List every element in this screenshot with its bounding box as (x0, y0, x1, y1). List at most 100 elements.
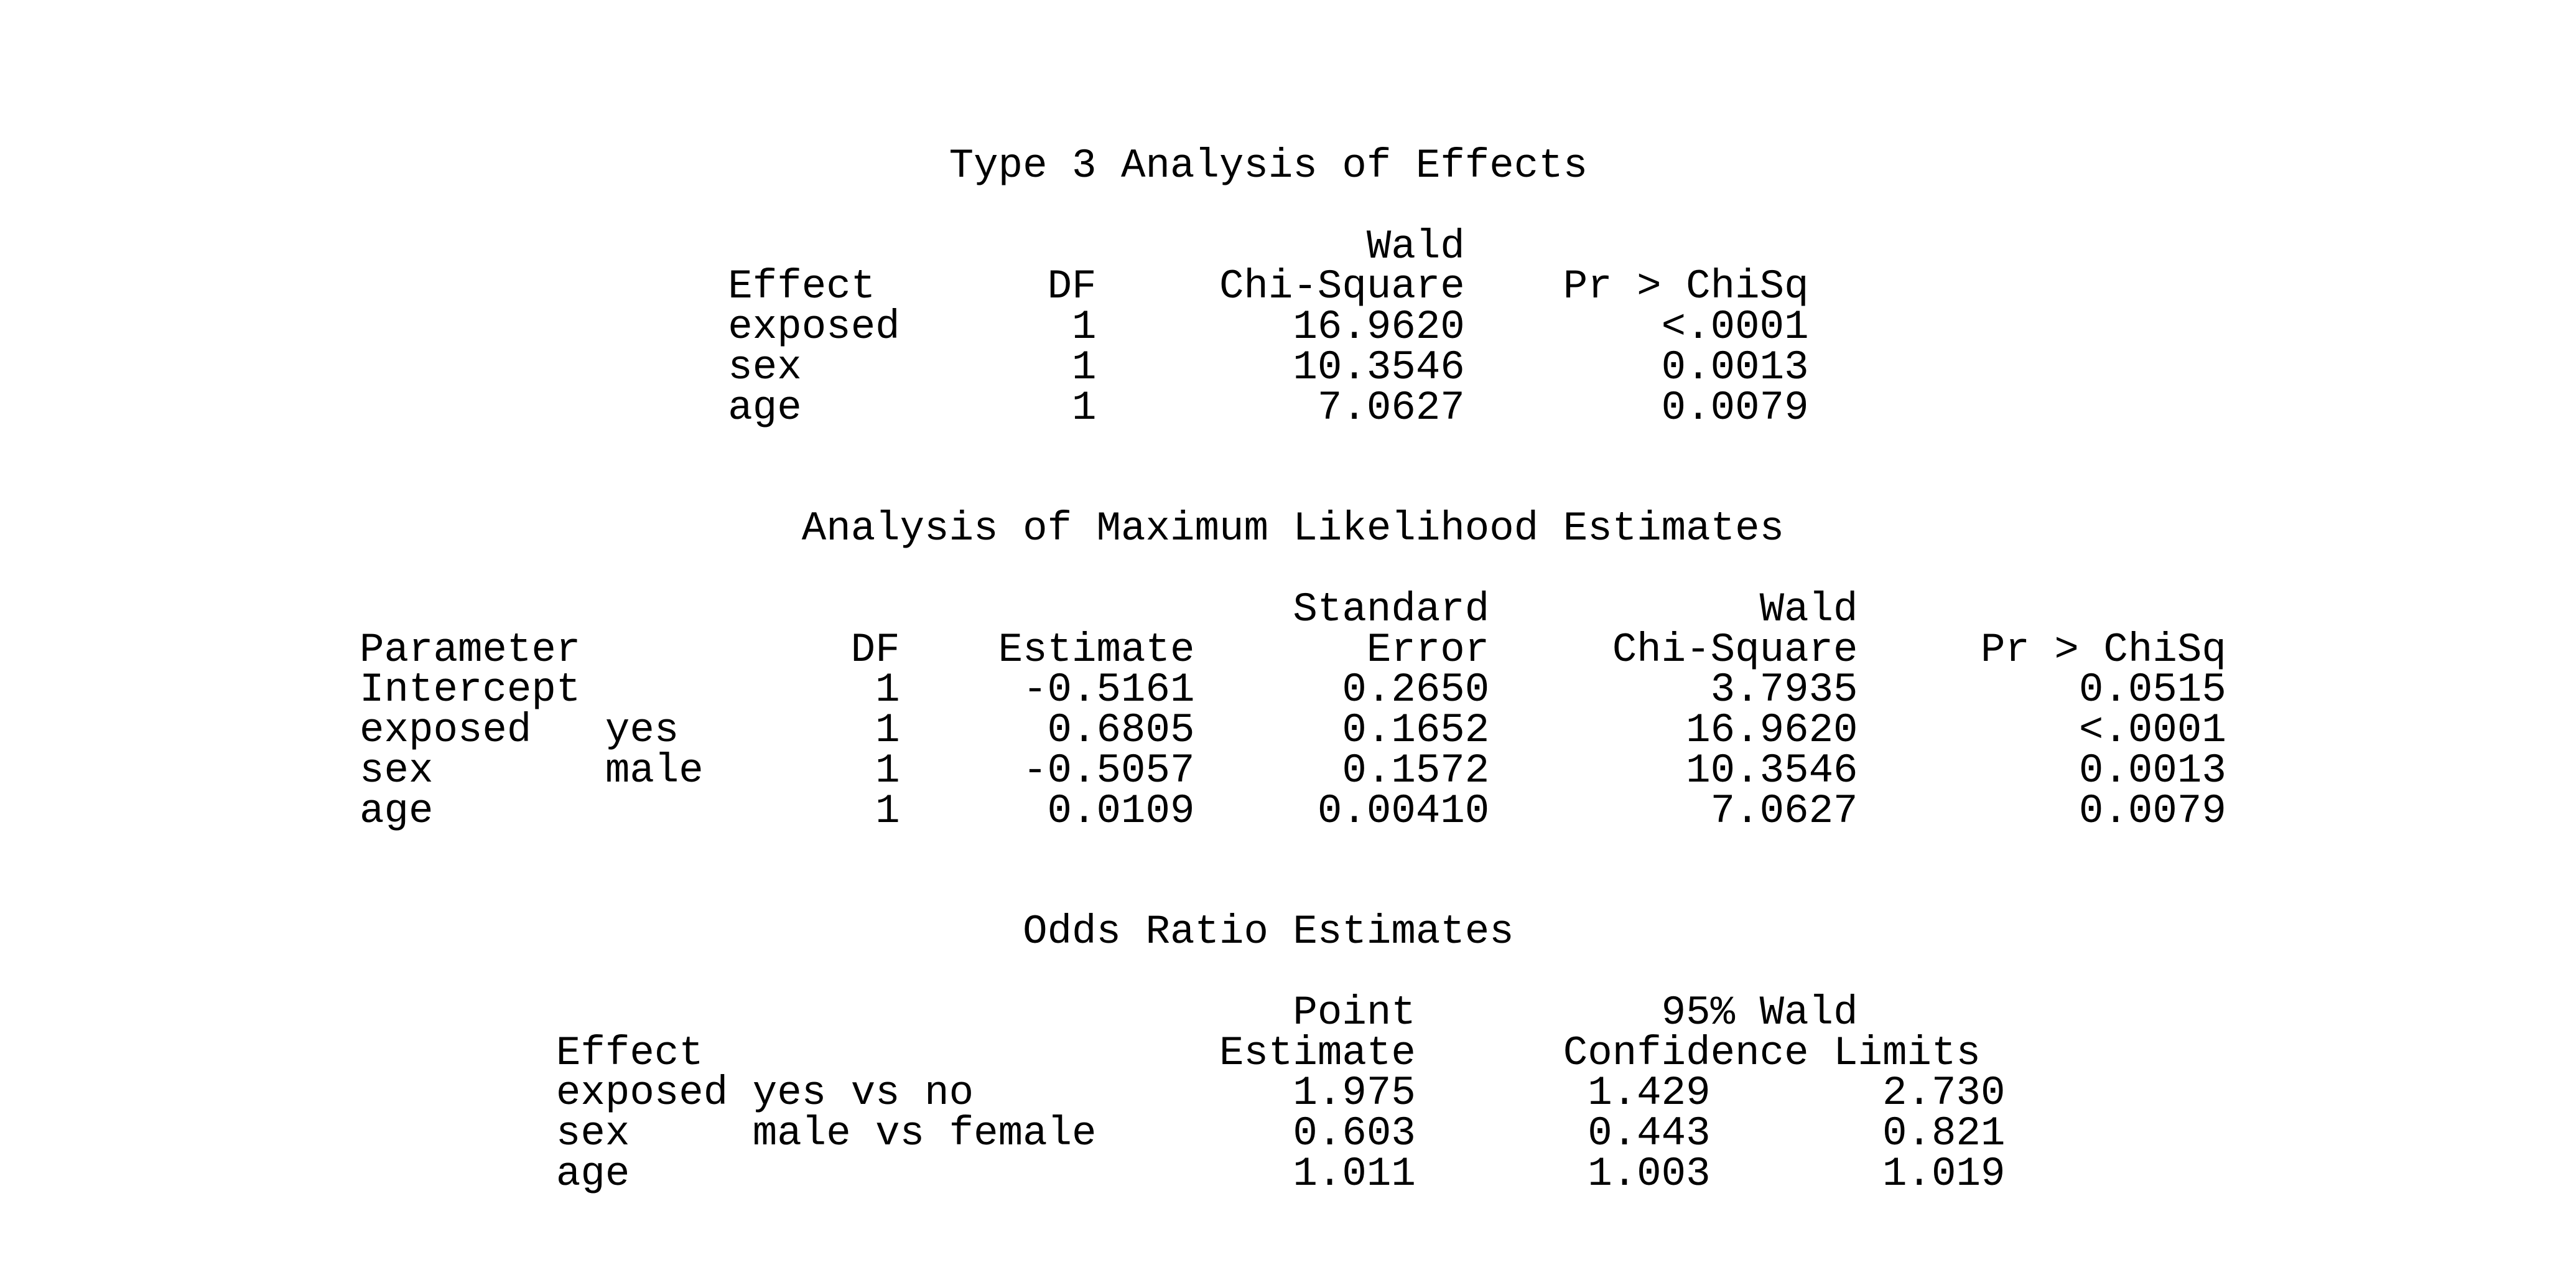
cell-df: 1 (875, 707, 900, 754)
cell-effect: exposed (728, 304, 900, 351)
odds-ratio-estimates-table: Point 95% Wald Effect Estimate Confidenc… (556, 989, 2006, 1195)
cell-ci-upper: 2.730 (1882, 1070, 2006, 1117)
cell-ci-lower: 1.003 (1588, 1150, 1711, 1197)
header-pr-chisq: Pr > ChiSq (1563, 263, 1809, 311)
cell-pr-chisq: 0.0515 (2078, 666, 2226, 714)
table-pre-header-row: Standard Wald (360, 586, 2226, 633)
cell-effect: age (728, 384, 802, 431)
cell-effect: sex (728, 343, 802, 391)
cell-effect: age (556, 1150, 630, 1197)
cell-pr-chisq: 0.0013 (2078, 747, 2226, 794)
table2-title: Analysis of Maximum Likelihood Estimates (801, 505, 1785, 553)
spacer-cell (556, 993, 1219, 1034)
cell-pr-chisq: <.0001 (1661, 304, 1809, 351)
table-row: age 1 0.0109 0.00410 7.0627 0.0079 (360, 787, 2226, 834)
cell-chi-square: 3.7935 (1710, 666, 1858, 714)
table1-title: Type 3 Analysis of Effects (949, 143, 1588, 189)
header-parameter: Parameter (360, 626, 581, 673)
cell-pr-chisq: <.0001 (2078, 707, 2226, 754)
cell-point-estimate: 0.603 (1293, 1110, 1416, 1157)
spacer-cell (360, 590, 1194, 630)
cell-parameter: age (360, 787, 434, 834)
cell-effect: exposed (556, 1070, 728, 1117)
cell-std-error: 0.00410 (1317, 787, 1490, 834)
cell-df: 1 (1072, 304, 1097, 351)
table-row: exposed yes 1 0.6805 0.1652 16.9620 <.00… (360, 707, 2226, 754)
cell-parameter: sex (360, 747, 434, 794)
cell-parameter: exposed (360, 707, 532, 754)
spacer-cell (1465, 227, 1809, 268)
header-wald-chi-square: Chi-Square (1219, 263, 1465, 311)
cell-df: 1 (1072, 343, 1097, 391)
cell-std-error: 0.1572 (1342, 747, 1490, 794)
cell-category: yes (605, 707, 679, 754)
cell-category (605, 670, 753, 711)
cell-chi-square: 7.0627 (1317, 384, 1465, 431)
cell-contrast: yes vs no (752, 1070, 974, 1117)
spacer-cell (1858, 590, 2226, 630)
header-effect: Effect (556, 1029, 704, 1077)
cell-std-error: 0.1652 (1342, 707, 1490, 754)
cell-pr-chisq: 0.0013 (1661, 343, 1809, 391)
cell-chi-square: 7.0627 (1710, 787, 1858, 834)
header-wald-label: Wald (1759, 586, 1858, 633)
table-header-row: Parameter DF Estimate Error Chi-Square P… (360, 626, 2226, 673)
cell-df: 1 (875, 787, 900, 834)
cell-df: 1 (1072, 384, 1097, 431)
cell-pr-chisq: 0.0079 (2078, 787, 2226, 834)
cell-contrast: male vs female (752, 1110, 1097, 1157)
header-confidence-limits: Confidence Limits (1563, 1029, 1981, 1077)
type3-analysis-of-effects-table: Wald Effect DF Chi-Square Pr > ChiSq exp… (728, 223, 1809, 431)
cell-ci-upper: 0.821 (1882, 1110, 2006, 1157)
table-header-row: Effect DF Chi-Square Pr > ChiSq (728, 263, 1809, 311)
cell-estimate: 0.6805 (1047, 707, 1195, 754)
cell-chi-square: 10.3546 (1293, 343, 1465, 391)
table-row: exposed yes vs no 1.975 1.429 2.730 (556, 1073, 2006, 1114)
cell-category (605, 792, 753, 832)
header-estimate: Estimate (1219, 1029, 1416, 1077)
table-row: age 1.011 1.003 1.019 (556, 1154, 2006, 1195)
table-row: age 1 7.0627 0.0079 (728, 384, 1809, 431)
header-pr-chisq: Pr > ChiSq (1980, 626, 2226, 673)
cell-estimate: -0.5161 (1023, 666, 1195, 714)
cell-ci-upper: 1.019 (1882, 1150, 2006, 1197)
spacer-cell (728, 227, 1096, 268)
cell-category: male (605, 747, 704, 794)
table-pre-header-row: Point 95% Wald (556, 989, 2006, 1036)
cell-contrast (753, 1154, 1219, 1195)
cell-df: 1 (875, 666, 900, 714)
cell-point-estimate: 1.975 (1293, 1070, 1416, 1117)
table-row: sex male 1 -0.5057 0.1572 10.3546 0.0013 (360, 747, 2226, 794)
maximum-likelihood-estimates-table: Standard Wald Parameter DF Estimate Erro… (360, 586, 2226, 834)
table-row: sex 1 10.3546 0.0013 (728, 343, 1809, 391)
header-point-label: Point (1293, 989, 1416, 1036)
table-row: exposed 1 16.9620 <.0001 (728, 307, 1808, 348)
header-df: DF (1047, 263, 1097, 311)
table-row: sex male vs female 0.603 0.443 0.821 (556, 1110, 2006, 1157)
header-wald-label: Wald (1366, 223, 1465, 270)
cell-effect: sex (556, 1110, 630, 1157)
table-header-row: Effect Estimate Confidence Limits (556, 1029, 2006, 1077)
cell-df: 1 (875, 747, 900, 794)
cell-chi-square: 10.3546 (1686, 747, 1858, 794)
cell-point-estimate: 1.011 (1293, 1150, 1416, 1197)
header-error: Error (1366, 626, 1490, 673)
cell-estimate: 0.0109 (1047, 787, 1195, 834)
table-pre-header-row: Wald (728, 223, 1809, 270)
cell-estimate: -0.5057 (1023, 747, 1195, 794)
cell-std-error: 0.2650 (1342, 666, 1490, 714)
header-standard-label: Standard (1293, 586, 1490, 633)
table-row: Intercept 1 -0.5161 0.2650 3.7935 0.0515 (360, 670, 2226, 711)
cell-parameter: Intercept (360, 666, 581, 714)
header-df: DF (850, 626, 900, 673)
cell-ci-lower: 1.429 (1588, 1070, 1711, 1117)
header-effect: Effect (728, 263, 876, 311)
header-estimate: Estimate (998, 626, 1195, 673)
cell-pr-chisq: 0.0079 (1661, 384, 1809, 431)
header-wald-chi-square: Chi-Square (1612, 626, 1858, 673)
header-95-wald-label: 95% Wald (1661, 989, 1858, 1036)
table3-title: Odds Ratio Estimates (1023, 909, 1514, 956)
cell-ci-lower: 0.443 (1588, 1110, 1711, 1157)
cell-chi-square: 16.9620 (1686, 707, 1858, 754)
